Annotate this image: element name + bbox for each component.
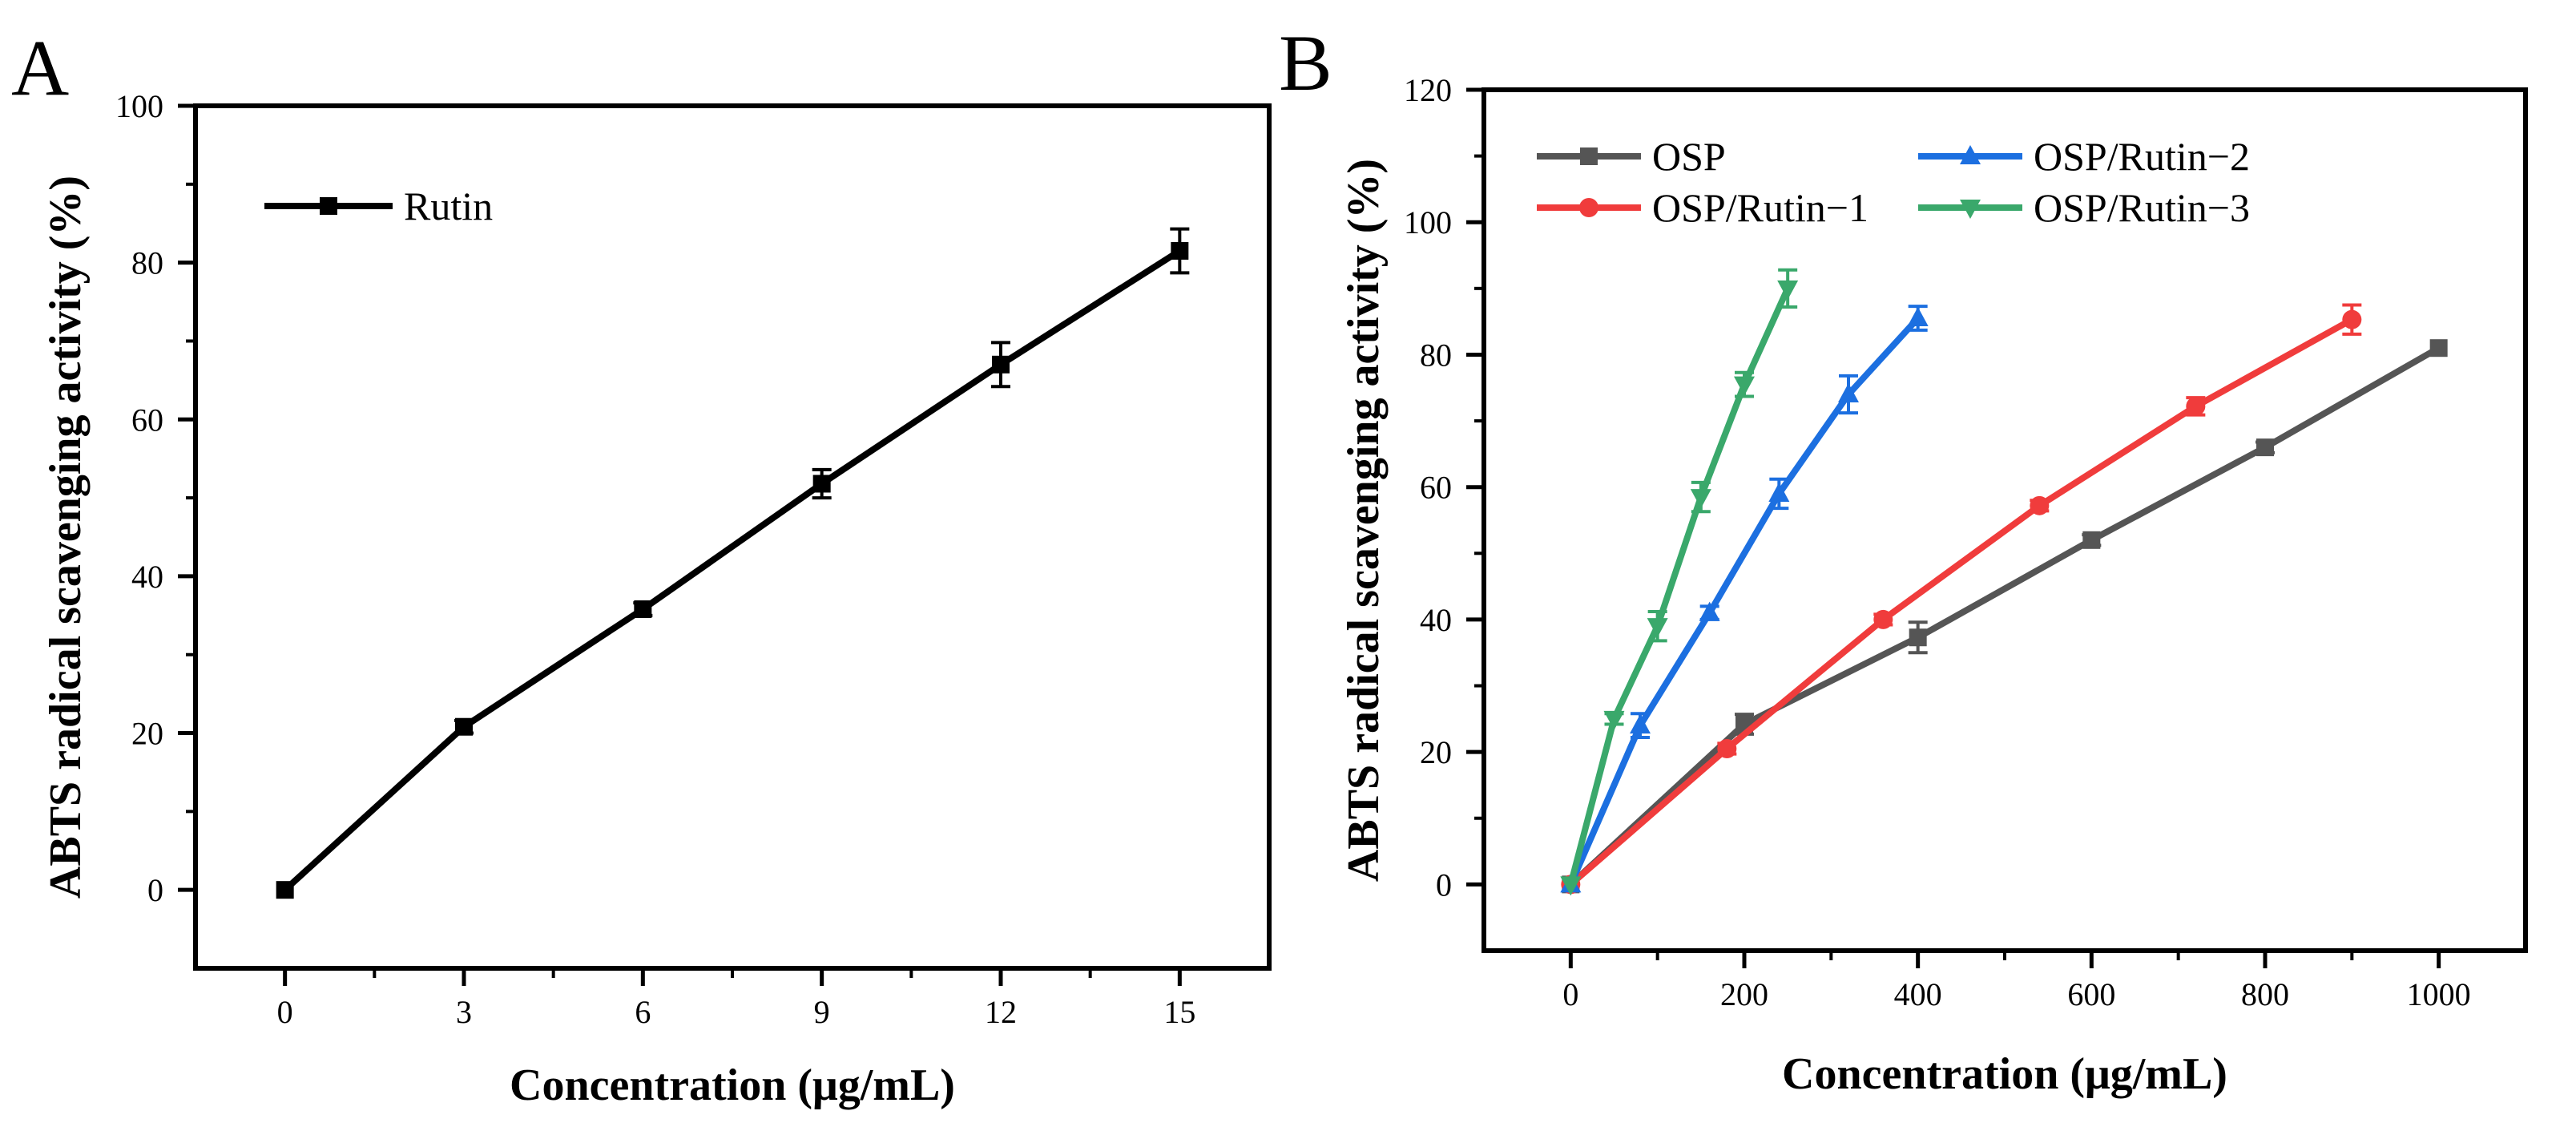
x-axis-title: Concentration (μg/mL) <box>510 1060 955 1110</box>
plot-frame <box>193 103 1272 971</box>
x-tick-label: 1000 <box>2407 976 2471 1012</box>
y-axis-title: ABTS radical scavenging activity (%) <box>41 176 91 899</box>
data-point <box>812 475 831 493</box>
y-tick-label: 80 <box>131 245 163 281</box>
y-tick-label: 40 <box>1420 602 1452 638</box>
data-point <box>2429 339 2448 358</box>
legend: Rutin <box>264 184 493 228</box>
data-point <box>1560 876 1582 896</box>
x-tick-label: 0 <box>277 994 293 1030</box>
x-tick-label: 12 <box>985 994 1017 1030</box>
series-line <box>1568 345 2441 887</box>
data-point <box>455 717 473 736</box>
x-tick-label: 200 <box>1720 976 1768 1012</box>
y-tick-label: 0 <box>1436 866 1452 903</box>
data-point <box>1699 601 1720 621</box>
series-osp-rutin-2 <box>1560 305 1929 893</box>
legend-label: Rutin <box>404 184 493 228</box>
y-tick-label: 0 <box>147 872 163 908</box>
legend-swatch-marker <box>1960 200 1981 219</box>
data-point <box>1603 710 1625 730</box>
x-tick-label: 0 <box>1562 976 1578 1012</box>
y-tick-label: 60 <box>131 402 163 438</box>
data-point <box>1717 739 1737 759</box>
data-point <box>2030 495 2050 515</box>
data-point <box>1630 714 1651 734</box>
series-line <box>1568 317 2354 887</box>
panel-b-chart: 0 200 400 600 800 1000 0 20 40 60 80 100 120 Concentr… <box>1339 72 2528 1099</box>
data-point <box>1690 489 1711 509</box>
x-tick-label: 9 <box>814 994 830 1030</box>
series-rutin <box>276 227 1190 899</box>
data-point <box>276 881 294 899</box>
series-line <box>282 248 1182 893</box>
panel-a-letter: A <box>11 23 69 112</box>
data-point <box>634 600 652 618</box>
x-tick-label: 15 <box>1163 994 1195 1030</box>
legend-label: OSP <box>1652 134 1726 179</box>
series-line <box>1567 287 1791 886</box>
series-osp-rutin-1 <box>1561 303 2362 895</box>
y-tick-label: 100 <box>115 88 163 124</box>
data-point <box>1838 383 1859 403</box>
series-line <box>1567 316 1921 886</box>
data-point <box>2186 396 2206 416</box>
x-tick-label: 400 <box>1894 976 1942 1012</box>
data-point <box>2342 309 2362 329</box>
y-tick-label: 40 <box>131 559 163 595</box>
data-point <box>2082 531 2101 549</box>
legend-swatch-marker <box>320 197 337 215</box>
y-tick-label: 60 <box>1420 470 1452 506</box>
legend-label: OSP/Rutin−3 <box>2034 185 2250 230</box>
data-point <box>1907 307 1929 327</box>
legend-label: OSP/Rutin−2 <box>2034 134 2250 179</box>
data-point <box>2256 438 2274 457</box>
panel-b-letter: B <box>1279 18 1332 107</box>
data-point <box>1171 241 1189 260</box>
series-osp-rutin-3 <box>1560 268 1799 896</box>
x-tick-label: 6 <box>635 994 651 1030</box>
y-tick-label: 100 <box>1404 204 1452 240</box>
data-point <box>1909 628 1927 647</box>
legend-swatch-marker <box>1960 145 1981 164</box>
data-point <box>1734 376 1755 396</box>
data-point <box>1777 280 1799 300</box>
y-tick-label: 80 <box>1420 337 1452 373</box>
y-tick-label: 20 <box>131 716 163 752</box>
data-point <box>992 355 1010 374</box>
data-point <box>1873 609 1893 629</box>
legend-swatch-marker <box>1580 147 1598 165</box>
panel-a-chart: 0 3 6 9 12 15 0 20 40 60 80 100 Concentration (μg/mL… <box>41 88 1272 1110</box>
x-tick-label: 800 <box>2241 976 2289 1012</box>
y-tick-label: 120 <box>1404 72 1452 108</box>
y-tick-label: 20 <box>1420 734 1452 770</box>
legend-swatch-marker <box>1579 198 1598 217</box>
y-axis-title: ABTS radical scavenging activity (%) <box>1339 159 1389 882</box>
data-point <box>1768 482 1790 502</box>
x-tick-label: 3 <box>456 994 472 1030</box>
legend: OSP OSP/Rutin−1 OSP/Rutin−2 OSP/Rutin−3 <box>1537 134 2250 230</box>
legend-label: OSP/Rutin−1 <box>1652 185 1869 230</box>
x-tick-label: 600 <box>2067 976 2115 1012</box>
series-osp <box>1562 339 2448 894</box>
x-axis-title: Concentration (μg/mL) <box>1782 1049 2227 1099</box>
data-point <box>1647 618 1668 638</box>
